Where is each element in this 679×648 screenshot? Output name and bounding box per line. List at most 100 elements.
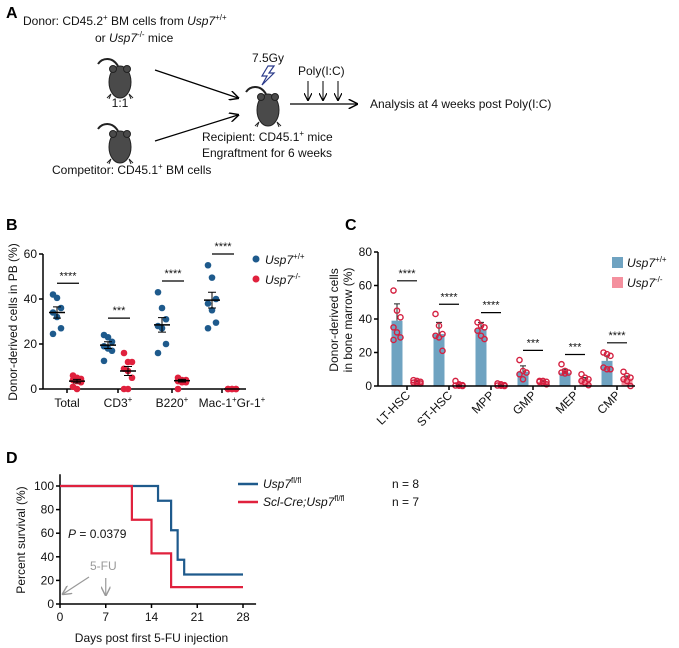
significance-label: ****: [164, 268, 182, 280]
data-point: [154, 349, 162, 357]
significance-label: ***: [113, 305, 127, 317]
x-tick-label-sup: +: [232, 395, 237, 404]
data-point: [477, 332, 485, 340]
data-point: [565, 369, 572, 376]
data-point: [603, 365, 611, 373]
x-tick-label-base: Total: [54, 396, 79, 410]
error-bar: [394, 303, 400, 321]
x-tick-label-base: Mac-1: [199, 396, 233, 410]
data-point: [397, 314, 404, 321]
legend-swatch: [612, 277, 623, 288]
x-tick-label: ST-HSC: [414, 388, 455, 429]
error-bar: [158, 317, 166, 333]
p-value-label: P = 0.0379: [68, 527, 127, 541]
legend-label-base: Usp7: [627, 276, 656, 290]
significance-label: ***: [569, 342, 583, 354]
panel-b: B Donor-derived cells in PB (%) 0 20 40 60 Tot…: [6, 217, 305, 410]
data-point: [128, 358, 136, 366]
data-point: [474, 327, 481, 335]
x-tick-label: MPP: [469, 388, 497, 416]
data-point: [519, 367, 527, 375]
x-tick-label: 7: [102, 610, 109, 624]
data-point: [474, 319, 481, 326]
legend-marker: [252, 275, 260, 283]
data-point: [481, 324, 488, 331]
data-point: [208, 274, 216, 281]
y-tick-label: 20: [24, 337, 38, 351]
data-point: [600, 349, 607, 356]
data-point: [49, 330, 57, 338]
legend-label-sup: +/+: [655, 255, 667, 264]
x-axis-label: Days post first 5-FU injection: [75, 631, 228, 645]
data-point: [154, 288, 162, 296]
data-point: [600, 364, 607, 371]
x-tick-label: B220+: [156, 395, 189, 410]
panel-a-letter: A: [6, 5, 18, 22]
bar: [579, 379, 591, 386]
data-point: [53, 294, 61, 302]
competitor-mouse-icon: [97, 123, 134, 165]
analysis-label: Analysis at 4 weeks post Poly(I:C): [370, 97, 551, 111]
y-tick-label: 60: [24, 247, 38, 261]
x-tick-label-base: CD3: [104, 396, 128, 410]
legend-label-sup: fl/fl: [334, 494, 344, 503]
data-point: [104, 333, 112, 341]
data-point: [578, 377, 585, 385]
legend-label-sup: -/-: [655, 275, 663, 284]
competitor-arrow-icon: [154, 115, 238, 142]
error-bar: [124, 366, 132, 376]
legend-label-sup: -/-: [293, 272, 301, 281]
data-point: [536, 378, 543, 386]
y-axis-label-line1: Donor-derived cells: [327, 268, 341, 371]
bar: [601, 360, 613, 386]
error-bar: [73, 378, 81, 384]
y-tick-label: 60: [41, 526, 55, 540]
x-tick-label-base2: Gr-1: [237, 396, 261, 410]
data-point: [390, 324, 397, 331]
data-point: [578, 370, 585, 378]
data-point: [519, 375, 527, 383]
x-tick-label: 21: [191, 610, 205, 624]
data-point: [108, 347, 116, 355]
injection-arrow-icon: [63, 576, 90, 594]
data-point: [435, 322, 443, 330]
y-tick-label: 80: [359, 245, 373, 259]
x-tick-label-base: B220: [156, 396, 184, 410]
legend-n: n = 8: [392, 477, 419, 491]
data-point: [627, 374, 634, 381]
annotation-label: 5-FU: [90, 559, 117, 573]
legend-swatch: [612, 257, 623, 268]
y-axis-label: Percent survival (%): [14, 486, 28, 593]
x-tick-label: Mac-1+Gr-1+: [199, 395, 266, 410]
data-point: [481, 335, 488, 343]
error-bar: [53, 306, 61, 319]
significance-label: ****: [440, 291, 458, 303]
data-point: [212, 295, 220, 303]
y-tick-label: 100: [34, 479, 54, 493]
data-point: [523, 369, 530, 376]
survival-curve: [60, 484, 243, 576]
data-point: [620, 375, 627, 383]
data-point: [477, 322, 485, 330]
data-point: [603, 350, 611, 358]
data-point: [432, 332, 439, 340]
irradiation-label: 7.5Gy: [252, 51, 284, 65]
y-tick-label: 60: [359, 279, 373, 293]
engraftment-label: Engraftment for 6 weeks: [202, 146, 332, 160]
panel-a: A Donor: CD45.2+ BM cells from Usp7+/+ o…: [6, 5, 551, 177]
x-tick-label: GMP: [510, 388, 539, 417]
p-value: = 0.0379: [76, 527, 127, 541]
data-point: [162, 340, 170, 348]
significance-label: ****: [482, 300, 500, 312]
donor-arrow-icon: [154, 69, 238, 98]
data-point: [77, 378, 85, 386]
data-point: [162, 315, 170, 323]
x-tick-label: 28: [236, 610, 250, 624]
legend-label: Usp7+/+: [265, 252, 305, 267]
survival-curve: [60, 484, 243, 589]
data-point: [174, 385, 182, 393]
data-point: [57, 324, 65, 332]
data-point: [390, 336, 397, 344]
legend-label-base: Usp7: [265, 253, 294, 267]
